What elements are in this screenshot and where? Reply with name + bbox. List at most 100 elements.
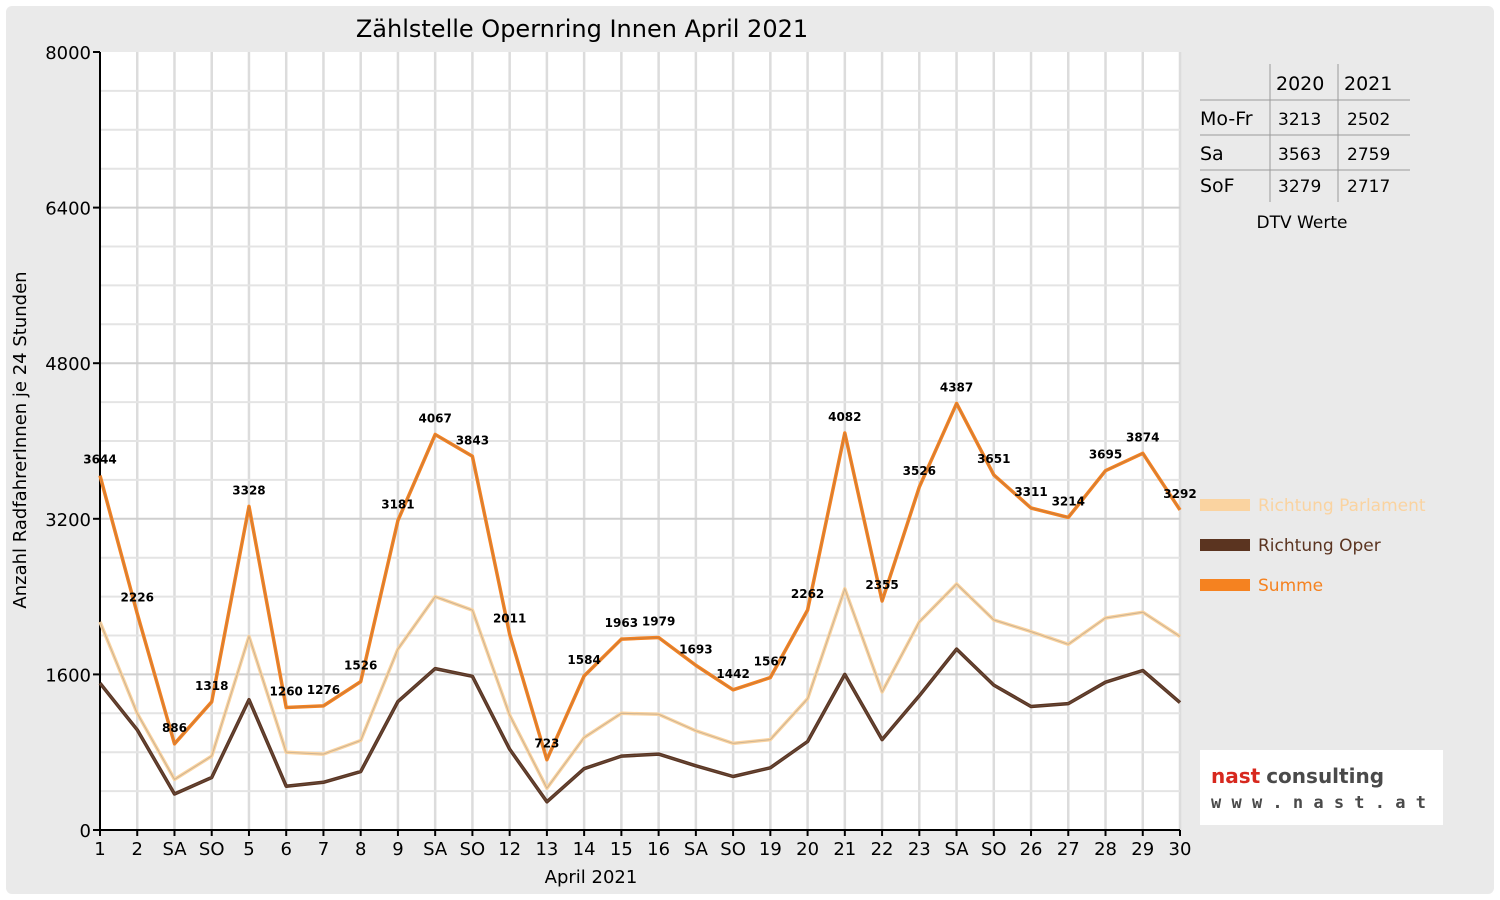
legend-swatch-oper <box>1200 539 1250 551</box>
data-labels: 3644 2226 886 1318 3328 1260 1276 1526 3181 4067 3… <box>83 380 1196 750</box>
data-label: 4082 <box>828 410 861 424</box>
data-label: 1526 <box>344 659 377 673</box>
dtv-cell: 2502 <box>1347 110 1390 130</box>
data-label: 1567 <box>754 655 787 669</box>
dtv-caption: DTV Werte <box>1257 213 1348 233</box>
y-tick-label: 0 <box>80 821 91 842</box>
data-label: 2011 <box>493 611 526 625</box>
data-label: 3311 <box>1014 485 1047 499</box>
data-label: 3695 <box>1089 448 1122 462</box>
chart-title: Zählstelle Opernring Innen April 2021 <box>356 15 808 43</box>
dtv-header-2021: 2021 <box>1344 73 1392 95</box>
x-tick-label: 30 <box>1169 839 1192 860</box>
data-label: 886 <box>162 721 187 735</box>
data-label: 3526 <box>903 464 936 478</box>
x-tick-label: SO <box>460 839 486 860</box>
data-label: 3214 <box>1052 494 1085 508</box>
x-tick-label: 26 <box>1020 839 1043 860</box>
series-line-richtung-parlament <box>98 582 1181 790</box>
logo-text-consulting: consulting <box>1266 764 1384 788</box>
x-axis-label: April 2021 <box>545 867 638 888</box>
dtv-cell: 3563 <box>1278 145 1321 165</box>
dtv-cell: 3279 <box>1278 177 1321 197</box>
legend-swatch-summe <box>1200 579 1250 591</box>
dtv-header-2020: 2020 <box>1276 73 1324 95</box>
series-line-summe <box>98 401 1182 762</box>
data-label: 3874 <box>1126 430 1159 444</box>
data-label: 1963 <box>605 616 638 630</box>
dtv-row-label: Mo-Fr <box>1200 108 1253 130</box>
x-tick-label: 6 <box>280 839 291 860</box>
data-label: 4067 <box>418 411 451 425</box>
data-label: 3843 <box>456 433 489 447</box>
series-line-richtung-oper-highlight <box>99 648 1181 803</box>
data-label: 1318 <box>195 679 228 693</box>
data-label: 2355 <box>865 578 898 592</box>
legend: Richtung Parlament Richtung Oper Summe <box>1200 496 1426 596</box>
x-tick-label: 23 <box>908 839 931 860</box>
series-line-richtung-parlament-highlight <box>99 583 1181 790</box>
x-tick-label: 7 <box>318 839 329 860</box>
y-tick-label: 6400 <box>45 199 91 220</box>
x-tick-labels: 1 2 SA SO 5 6 7 8 9 SA SO 12 13 14 15 16 SA SO 19 20 21 22 23 S… <box>94 839 1191 860</box>
x-tick-label: 12 <box>498 839 521 860</box>
dtv-cell: 2759 <box>1347 145 1390 165</box>
x-tick-label: 1 <box>94 839 105 860</box>
y-axis-label: Anzahl RadfahrerInnen je 24 Stunden <box>10 271 31 608</box>
x-tick-label: 2 <box>132 839 143 860</box>
data-label: 1584 <box>567 653 600 667</box>
data-label: 4387 <box>940 380 973 394</box>
series-lines <box>98 401 1182 804</box>
data-label: 1693 <box>679 642 712 656</box>
data-label: 3328 <box>232 483 265 497</box>
data-label: 1442 <box>716 667 749 681</box>
y-tick-labels: 0 1600 3200 4800 6400 8000 <box>45 43 91 842</box>
dtv-row-label: Sa <box>1200 143 1224 165</box>
legend-swatch-parlament <box>1200 499 1250 511</box>
axes <box>93 51 1181 836</box>
data-label: 1979 <box>642 615 675 629</box>
data-label: 3644 <box>83 453 116 467</box>
x-tick-label: 20 <box>796 839 819 860</box>
x-tick-label: 19 <box>759 839 782 860</box>
x-tick-label: 9 <box>392 839 403 860</box>
dtv-row-label: SoF <box>1200 175 1235 197</box>
x-tick-label: 16 <box>647 839 670 860</box>
logo-text-nast: nast <box>1211 764 1261 788</box>
x-tick-label: 5 <box>243 839 254 860</box>
y-tick-label: 4800 <box>45 354 91 375</box>
dtv-table: 2020 2021 Mo-Fr 3213 2502 Sa 3563 2759 S… <box>1200 64 1410 233</box>
dtv-cell: 2717 <box>1347 177 1390 197</box>
data-label: 2262 <box>791 587 824 601</box>
x-tick-label: SA <box>423 839 448 860</box>
x-tick-label: 8 <box>355 839 366 860</box>
x-tick-label: 14 <box>573 839 596 860</box>
x-tick-label: 28 <box>1094 839 1117 860</box>
logo-url: w w w . n a s t . a t <box>1211 793 1426 813</box>
x-tick-label: SA <box>162 839 187 860</box>
dtv-cell: 3213 <box>1278 110 1321 130</box>
x-tick-label: 15 <box>610 839 633 860</box>
nast-consulting-logo: nast consulting w w w . n a s t . a t <box>1200 750 1443 825</box>
x-tick-label: 22 <box>871 839 894 860</box>
legend-label-summe: Summe <box>1258 576 1323 596</box>
x-tick-label: SA <box>684 839 709 860</box>
x-tick-label: 29 <box>1131 839 1154 860</box>
data-label: 3181 <box>381 498 414 512</box>
data-label: 723 <box>534 737 559 751</box>
data-label: 1276 <box>307 683 340 697</box>
data-label: 3292 <box>1163 487 1196 501</box>
y-tick-label: 1600 <box>45 665 91 686</box>
x-tick-label: SO <box>199 839 225 860</box>
data-label: 1260 <box>270 684 303 698</box>
y-tick-label: 8000 <box>45 43 91 64</box>
series-line-richtung-oper <box>98 647 1182 804</box>
x-tick-label: 27 <box>1057 839 1080 860</box>
x-tick-label: SO <box>981 839 1007 860</box>
x-tick-label: 21 <box>833 839 856 860</box>
legend-label-parlament: Richtung Parlament <box>1258 496 1426 516</box>
data-label: 2226 <box>121 591 154 605</box>
x-tick-label: 13 <box>535 839 558 860</box>
